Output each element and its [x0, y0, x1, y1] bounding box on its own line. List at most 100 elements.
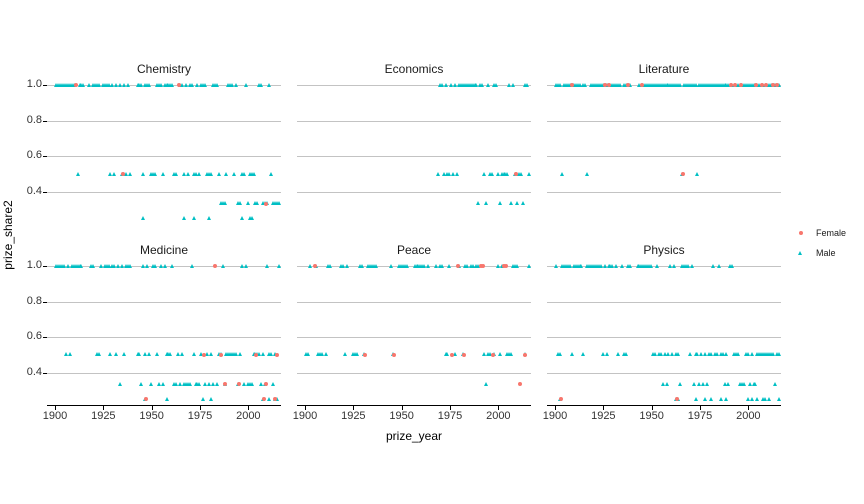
gridline	[297, 372, 531, 374]
data-point-male	[637, 82, 642, 87]
data-point-male	[703, 396, 708, 401]
gridline	[547, 372, 781, 374]
y-axis-tick	[43, 337, 47, 338]
data-point-male	[620, 263, 625, 268]
data-point-male	[763, 396, 768, 401]
data-point-male	[766, 396, 771, 401]
data-point-male	[147, 82, 152, 87]
data-point-male	[174, 381, 179, 386]
data-point-male	[577, 82, 582, 87]
x-tick-label: 2000	[236, 410, 261, 422]
data-point-male	[259, 381, 264, 386]
data-point-male	[426, 263, 431, 268]
data-point-male	[705, 381, 710, 386]
data-point-male	[668, 263, 673, 268]
data-point-male	[112, 171, 117, 176]
data-point-male	[120, 263, 125, 268]
data-point-female	[517, 382, 522, 387]
legend-label: Male	[816, 248, 836, 258]
data-point-male	[96, 82, 101, 87]
data-point-female	[449, 352, 454, 357]
data-point-male	[160, 171, 165, 176]
data-point-male	[558, 82, 563, 87]
data-point-female	[490, 352, 495, 357]
gridline	[547, 191, 781, 193]
data-point-male	[257, 352, 262, 357]
data-point-male	[189, 263, 194, 268]
data-point-female	[674, 397, 679, 402]
x-tick-label: 1925	[91, 410, 116, 422]
data-point-male	[482, 352, 487, 357]
gridline	[547, 266, 781, 267]
data-point-male	[114, 82, 119, 87]
data-point-female	[570, 83, 575, 88]
data-point-male	[327, 263, 332, 268]
data-point-female	[639, 83, 644, 88]
data-point-male	[649, 263, 654, 268]
data-point-male	[484, 201, 489, 206]
data-point-male	[672, 263, 677, 268]
data-point-male	[139, 381, 144, 386]
data-point-male	[724, 396, 729, 401]
data-point-male	[447, 171, 452, 176]
data-point-male	[145, 263, 150, 268]
data-point-female	[275, 352, 280, 357]
y-axis-tick	[43, 85, 47, 87]
data-point-male	[214, 381, 219, 386]
data-point-female	[763, 83, 768, 88]
data-point-male	[476, 263, 481, 268]
data-point-male	[276, 201, 281, 206]
data-point-male	[604, 352, 609, 357]
data-point-male	[249, 381, 254, 386]
data-point-male	[447, 263, 452, 268]
facet-title: Medicine	[139, 243, 189, 257]
data-point-male	[658, 352, 663, 357]
data-point-male	[220, 263, 225, 268]
data-point-male	[433, 263, 438, 268]
data-point-male	[676, 352, 681, 357]
data-point-male	[493, 82, 498, 87]
data-point-male	[453, 352, 458, 357]
data-point-male	[678, 82, 683, 87]
data-point-male	[701, 381, 706, 386]
data-point-male	[112, 263, 117, 268]
data-point-female	[558, 397, 563, 402]
x-axis-title: prize_year	[385, 429, 443, 443]
data-point-male	[354, 352, 359, 357]
data-point-male	[179, 352, 184, 357]
data-point-male	[197, 381, 202, 386]
data-point-female	[603, 83, 608, 88]
data-point-male	[749, 396, 754, 401]
data-point-female	[223, 382, 228, 387]
data-point-male	[751, 82, 756, 87]
data-point-male	[154, 352, 159, 357]
data-point-male	[160, 381, 165, 386]
data-point-male	[272, 352, 277, 357]
gridline	[47, 372, 281, 374]
data-point-male	[266, 82, 271, 87]
x-tick-label: 1975	[437, 410, 463, 422]
data-point-male	[509, 201, 514, 206]
data-point-male	[623, 352, 628, 357]
data-point-male	[443, 82, 448, 87]
data-point-male	[207, 381, 212, 386]
y-tick-label: 0.6	[26, 330, 42, 342]
data-point-male	[108, 171, 113, 176]
data-point-female	[143, 397, 148, 402]
data-point-male	[439, 82, 444, 87]
data-point-male	[749, 352, 754, 357]
data-point-male	[691, 381, 696, 386]
x-tick-label: 1950	[389, 410, 414, 422]
y-axis-tick	[43, 191, 47, 193]
data-point-male	[489, 171, 494, 176]
data-point-female	[236, 382, 241, 387]
data-point-male	[201, 396, 206, 401]
data-point-male	[178, 381, 183, 386]
x-tick-label: 1900	[292, 410, 318, 422]
data-point-male	[736, 82, 741, 87]
data-point-female	[201, 352, 206, 357]
data-point-male	[106, 263, 111, 268]
data-point-male	[139, 82, 144, 87]
data-point-male	[660, 381, 665, 386]
